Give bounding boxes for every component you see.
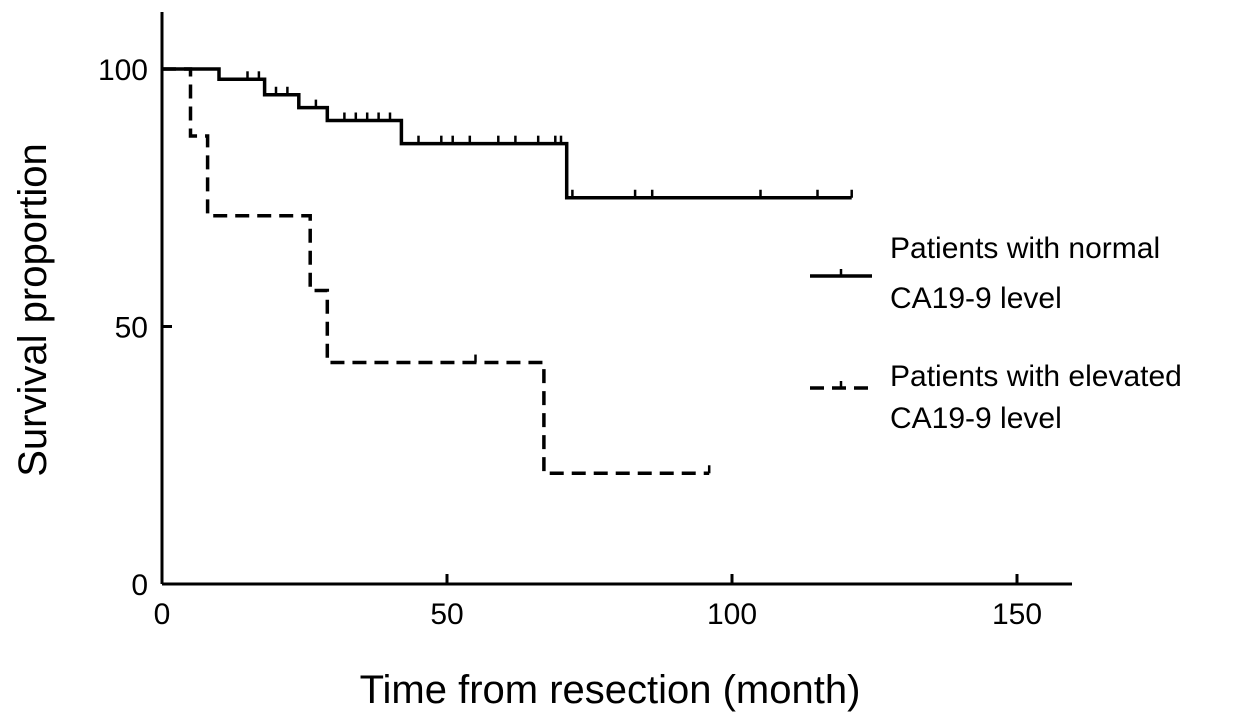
axes [160, 12, 1072, 586]
y-tick-label: 0 [131, 569, 148, 602]
curves [162, 67, 853, 476]
x-tick-label: 0 [154, 598, 171, 631]
legend: Patients with normal CA19-9 level Patien… [810, 232, 1190, 435]
legend-label-elevated-line1: Patients with elevated [890, 360, 1182, 393]
legend-label-elevated: Patients with elevated CA19-9 level [890, 360, 1190, 435]
y-tick-label: 50 [115, 312, 148, 345]
legend-item-elevated: Patients with elevated CA19-9 level [810, 360, 1190, 435]
survival-curve [162, 67, 710, 476]
survival-curve [162, 67, 852, 200]
legend-label-normal-line1: Patients with normal [890, 232, 1160, 265]
x-axis-title: Time from resection (month) [360, 668, 861, 712]
series-normal [162, 67, 853, 200]
y-tick-label: 100 [98, 54, 148, 87]
legend-label-normal: Patients with normal CA19-9 level [890, 232, 1168, 315]
x-tick-label: 50 [430, 598, 463, 631]
legend-item-normal: Patients with normal CA19-9 level [810, 232, 1168, 315]
legend-label-normal-line2: CA19-9 level [890, 282, 1062, 315]
x-tick-label: 150 [992, 598, 1042, 631]
x-tick-label: 100 [707, 598, 757, 631]
legend-label-elevated-line2: CA19-9 level [890, 402, 1062, 435]
ticks: 0 50 100 150 0 50 100 [98, 54, 1042, 631]
series-elevated [162, 67, 711, 476]
y-axis-title: Survival proportion [11, 143, 55, 477]
